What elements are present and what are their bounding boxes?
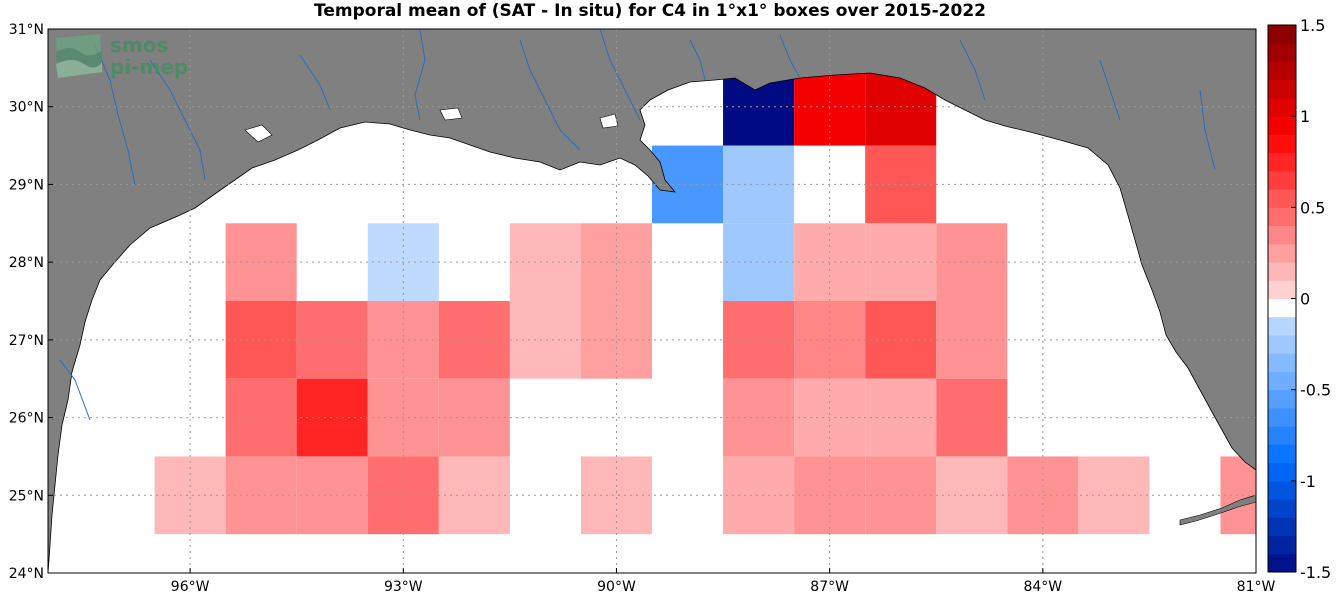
y-tick-label: 27°N — [9, 333, 44, 349]
colorbar-segment — [1268, 444, 1296, 464]
heatmap-cell — [723, 223, 795, 301]
colorbar-segment — [1268, 553, 1296, 573]
logo-icon — [56, 34, 102, 78]
colorbar-segment — [1268, 334, 1296, 354]
x-tick-label: 87°W — [810, 579, 849, 594]
colorbar-segment — [1268, 61, 1296, 81]
colorbar-segment — [1268, 535, 1296, 555]
colorbar-segment — [1268, 280, 1296, 299]
land-barrier-islands — [244, 107, 619, 143]
colorbar-segment — [1268, 170, 1296, 190]
heatmap-cell — [225, 301, 297, 379]
colorbar-segment — [1268, 316, 1296, 336]
colorbar-segment — [1268, 243, 1296, 263]
y-tick-label: 26°N — [9, 411, 44, 427]
heatmap-cell — [225, 456, 297, 535]
heatmap-cell — [723, 378, 795, 457]
colorbar-segment — [1268, 43, 1296, 62]
plot-frame — [47, 28, 1257, 574]
colorbar-tick-label: 1.5 — [1300, 16, 1325, 35]
logo-line1: smos — [110, 33, 168, 57]
land-north-coast — [48, 29, 1256, 573]
colorbar-segment — [1268, 371, 1296, 391]
colorbar-segment — [1268, 262, 1296, 281]
logo-line2: pi-mep — [110, 55, 188, 79]
colorbar-segment — [1268, 207, 1296, 227]
heatmap-cell — [1220, 456, 1256, 535]
colorbar-tick-label: -1.5 — [1300, 563, 1331, 582]
colorbar-segment — [1268, 480, 1296, 500]
colorbar-segment — [1268, 517, 1296, 537]
land-keys — [1179, 494, 1256, 526]
heatmap-cell — [509, 223, 581, 301]
x-tick-label: 81°W — [1237, 579, 1276, 594]
colorbar-tick-label: 0.5 — [1300, 198, 1325, 217]
x-axis-ticks: 96°W 93°W 90°W 87°W 84°W 81°W — [171, 568, 1276, 594]
colorbar-segment — [1268, 353, 1296, 372]
y-tick-label: 24°N — [9, 566, 44, 582]
colorbar-segment — [1268, 426, 1296, 445]
colorbar-segment — [1268, 462, 1296, 482]
colorbar-segment — [1268, 499, 1296, 518]
heatmap-cell — [723, 456, 795, 535]
heatmap-cell — [509, 301, 581, 379]
colorbar-segment — [1268, 152, 1296, 172]
colorbar-tick-label: -0.5 — [1300, 381, 1331, 400]
heatmap-cell — [225, 223, 297, 301]
colorbar-segment — [1268, 298, 1296, 318]
y-tick-label: 25°N — [9, 488, 44, 504]
x-tick-label: 93°W — [384, 579, 423, 594]
heatmap-cell — [225, 378, 297, 457]
colorbar-segment — [1268, 134, 1296, 154]
y-axis-ticks: 24°N 25°N 26°N 27°N 28°N 29°N 30°N 31°N — [9, 22, 53, 582]
heatmap-cell — [1078, 456, 1150, 535]
colorbar-segment — [1268, 97, 1296, 117]
colorbar-tick-label: 1 — [1300, 107, 1310, 126]
colorbar-segment — [1268, 116, 1296, 135]
chart-title: Temporal mean of (SAT - In situ) for C4 … — [314, 1, 986, 21]
colorbar-tick-label: 0 — [1300, 290, 1310, 309]
colorbar-segment — [1268, 79, 1296, 99]
logo: smos pi-mep — [56, 33, 188, 79]
rivers — [59, 29, 1216, 421]
colorbar-segment — [1268, 25, 1296, 44]
heatmap-cell — [723, 145, 795, 224]
y-tick-label: 30°N — [9, 100, 44, 116]
colorbar-segment — [1268, 389, 1296, 409]
colorbar-segment — [1268, 189, 1296, 208]
colorbar-segment — [1268, 225, 1296, 245]
x-tick-label: 96°W — [171, 579, 210, 594]
heatmap-cell — [723, 301, 795, 379]
y-tick-label: 31°N — [9, 22, 44, 38]
y-tick-label: 29°N — [9, 177, 44, 193]
gridlines — [48, 29, 1256, 573]
colorbar — [1267, 24, 1297, 573]
colorbar-segment — [1268, 407, 1296, 427]
x-tick-label: 84°W — [1023, 579, 1062, 594]
x-tick-label: 90°W — [597, 579, 636, 594]
y-tick-label: 28°N — [9, 255, 44, 271]
colorbar-tick-label: -1 — [1300, 472, 1316, 491]
land-layer — [48, 29, 1256, 573]
colorbar-ticks: 1.5 1 0.5 0 -0.5 -1 -1.5 — [1291, 16, 1331, 582]
